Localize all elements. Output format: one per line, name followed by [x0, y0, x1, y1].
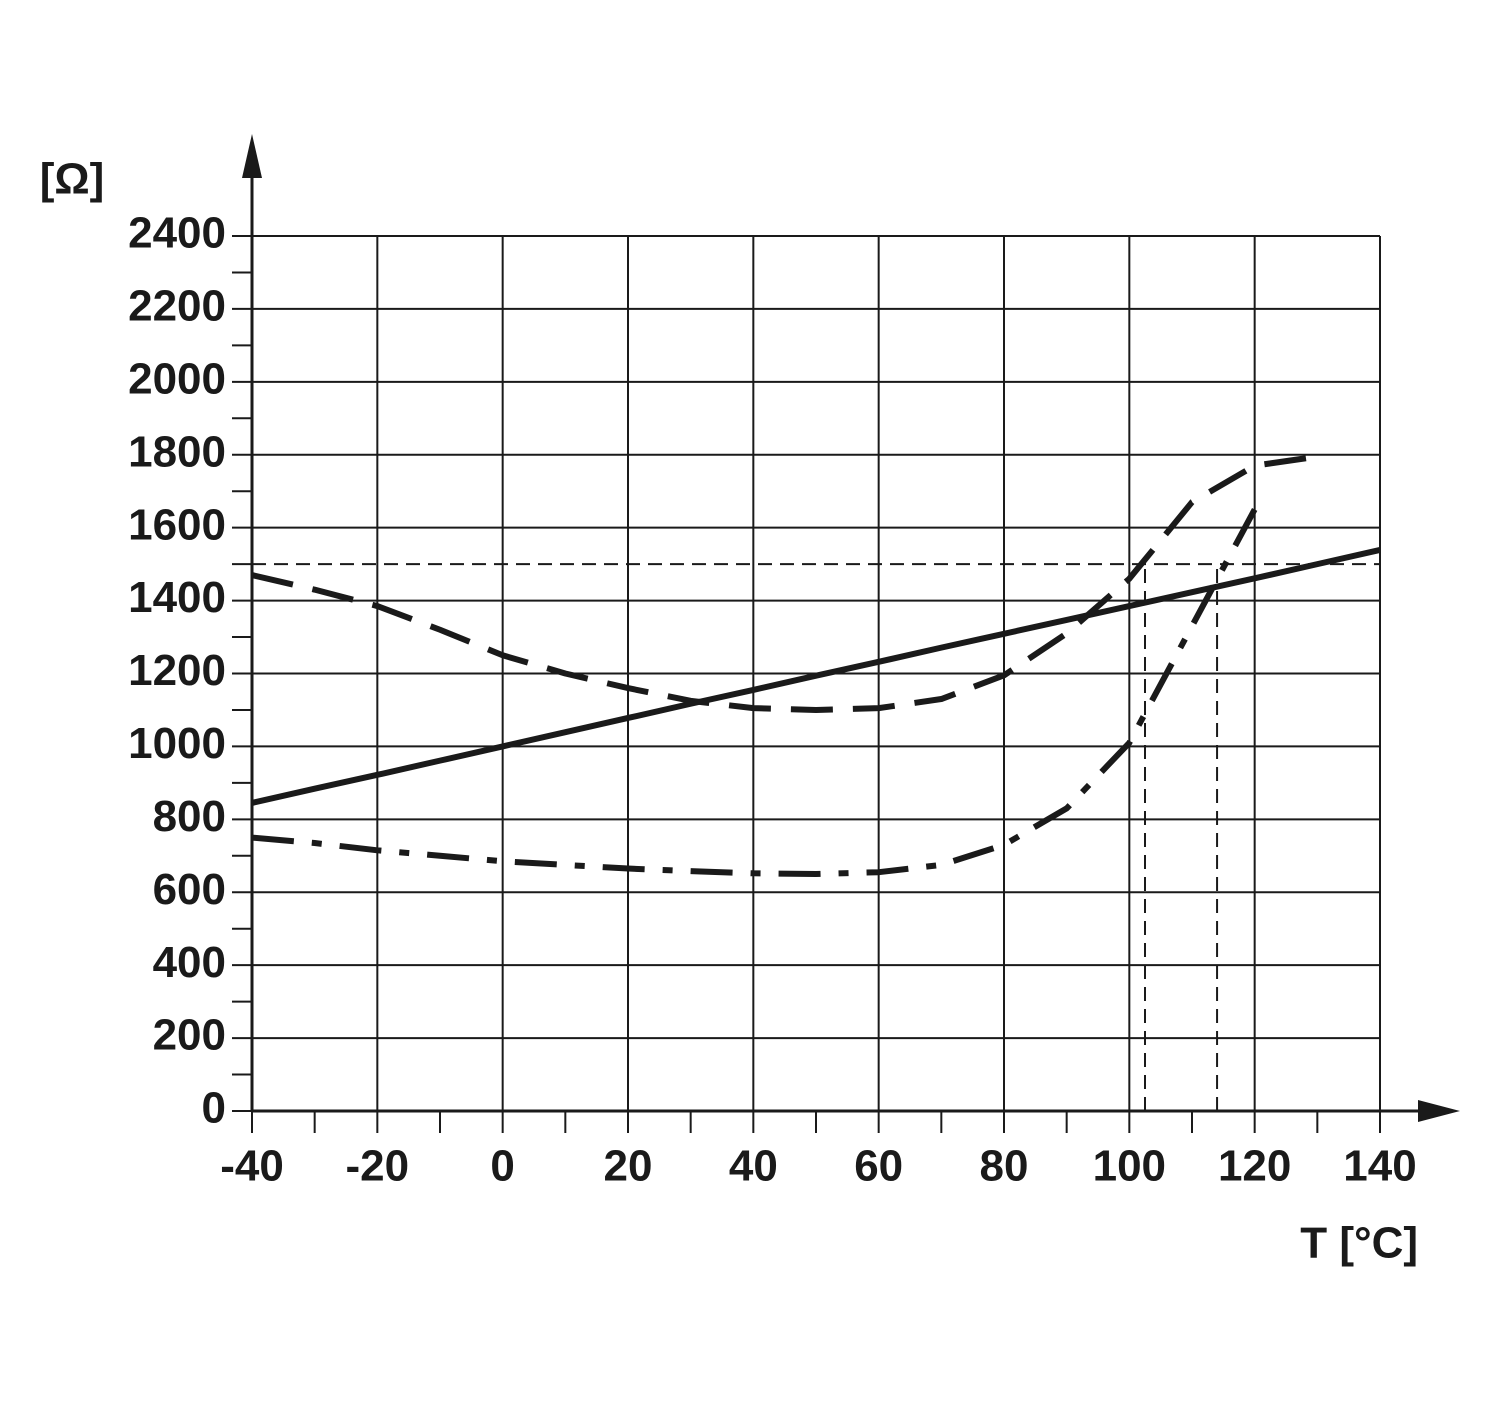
x-tick-label: 120	[1218, 1142, 1291, 1191]
x-axis-arrow	[1418, 1100, 1460, 1122]
series-line	[251, 453, 1318, 713]
y-axis-arrow	[242, 134, 262, 178]
y-tick-label: 2400	[128, 209, 226, 258]
series-line	[251, 508, 1258, 878]
y-tick-label: 1800	[128, 427, 226, 476]
x-tick-label: 0	[490, 1142, 514, 1191]
y-tick-label: 1000	[128, 719, 226, 768]
y-tick-label: 2200	[128, 282, 226, 331]
x-tick-label: -40	[220, 1142, 284, 1191]
x-tick-label: 40	[729, 1142, 778, 1191]
x-tick-label: 140	[1343, 1142, 1416, 1191]
y-tick-label: 2000	[128, 354, 226, 403]
y-axis-label: [Ω]	[40, 155, 105, 204]
x-axis-label: T [°C]	[1300, 1219, 1418, 1268]
y-tick-label: 1200	[128, 646, 226, 695]
x-tick-label: 100	[1093, 1142, 1166, 1191]
x-tick-label: 60	[854, 1142, 903, 1191]
y-tick-label: 1400	[128, 573, 226, 622]
x-tick-label: 80	[980, 1142, 1029, 1191]
series-line	[251, 546, 1381, 806]
x-tick-label: 20	[604, 1142, 653, 1191]
y-tick-label: 0	[202, 1084, 226, 1133]
y-tick-label: 600	[153, 865, 226, 914]
y-tick-label: 200	[153, 1011, 226, 1060]
x-tick-label: -20	[346, 1142, 410, 1191]
y-tick-label: 400	[153, 938, 226, 987]
y-tick-label: 800	[153, 792, 226, 841]
y-tick-label: 1600	[128, 500, 226, 549]
